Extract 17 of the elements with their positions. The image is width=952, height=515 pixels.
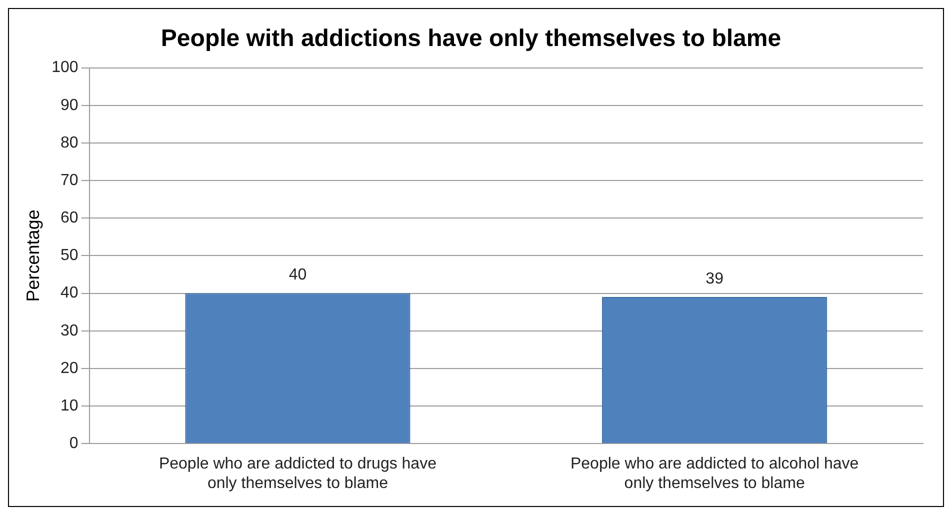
y-tick-label: 80 xyxy=(60,134,78,152)
y-tick-label: 90 xyxy=(60,96,78,114)
x-tick-label: People who are addicted to alcohol have only themselves to blame xyxy=(570,456,859,492)
data-label: 40 xyxy=(288,266,307,284)
y-tick-label: 60 xyxy=(60,210,78,227)
y-tick-label: 70 xyxy=(60,172,78,189)
x-tick-label: People who are addicted to drugs have only themselves to blame xyxy=(158,456,437,492)
y-tick-label: 100 xyxy=(52,59,78,76)
y-tick-label: 40 xyxy=(60,284,78,302)
y-tick-label: 20 xyxy=(60,360,78,377)
y-tick-label: 10 xyxy=(60,397,78,414)
y-tick-label: 30 xyxy=(60,322,78,340)
chart-title: People with addictions have only themselves to blame xyxy=(160,25,782,52)
y-tick-label: 50 xyxy=(60,247,78,264)
data-label: 39 xyxy=(706,270,724,288)
y-axis-title: Percentage xyxy=(22,210,43,302)
y-tick-label: 0 xyxy=(69,435,78,452)
